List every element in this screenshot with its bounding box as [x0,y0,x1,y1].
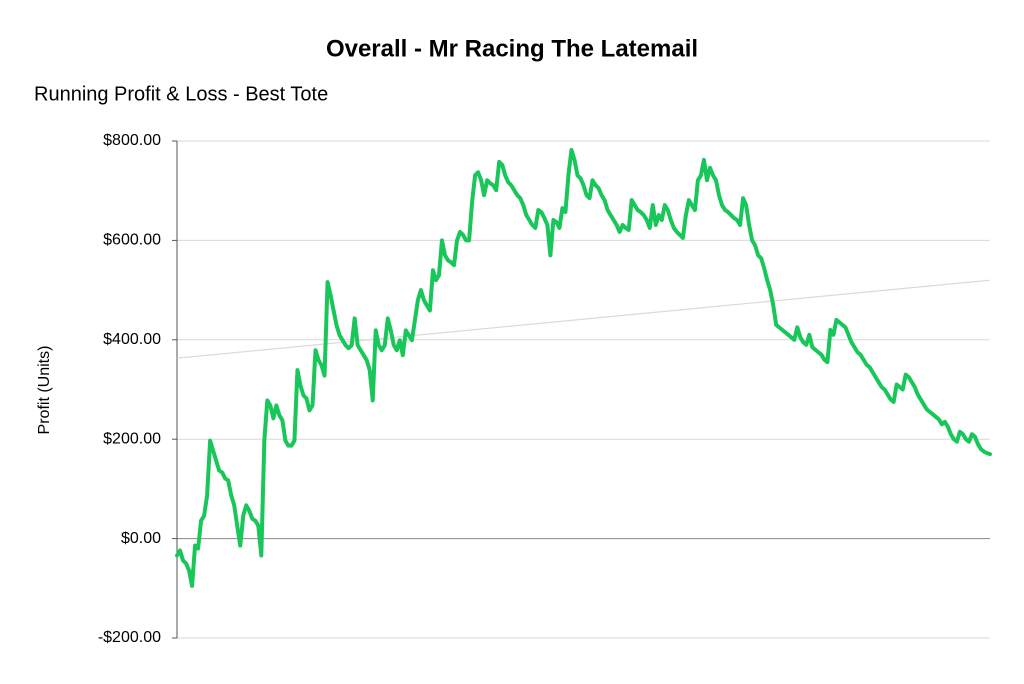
chart-title: Overall - Mr Racing The Latemail [326,35,698,62]
chart-subtitle: Running Profit & Loss - Best Tote [34,83,328,105]
y-tick-label: $800.00 [103,132,161,149]
pnl-line [175,147,992,588]
trend-line [176,279,991,359]
y-tick-label: $400.00 [103,331,161,348]
y-tick-label: $200.00 [103,430,161,447]
y-tick-label: $0.00 [121,530,161,547]
y-tick-label: -$200.00 [98,629,161,646]
y-axis-label: Profit (Units) [36,346,53,435]
y-tick-label: $600.00 [103,232,161,249]
